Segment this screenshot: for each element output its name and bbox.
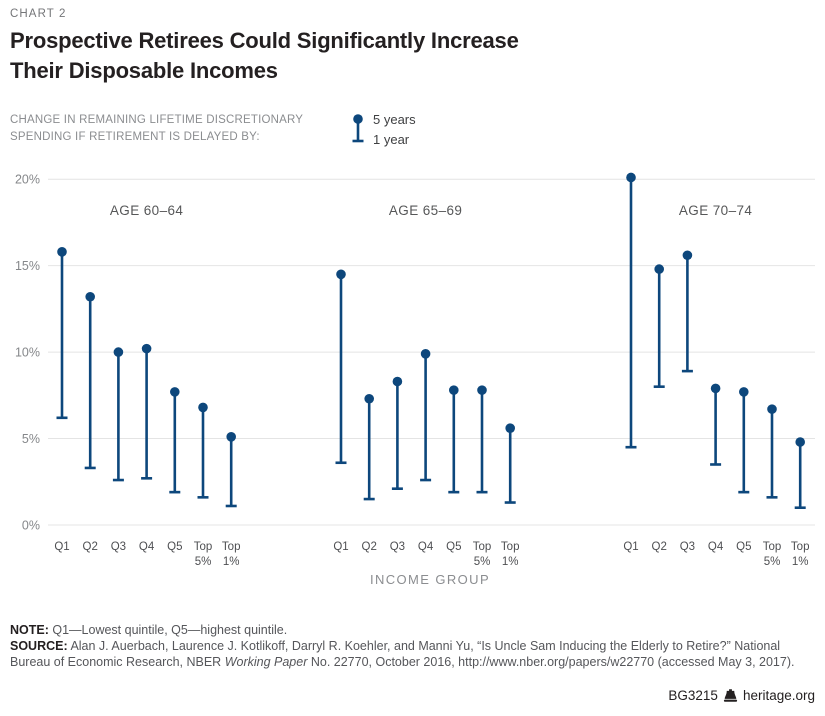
five-year-dot [85, 291, 95, 302]
x-tick-label: Q5 [167, 541, 182, 553]
source-text-1: Alan J. Auerbach, Laurence J. Kotlikoff,… [10, 639, 781, 669]
five-year-dot [626, 172, 636, 183]
y-tick-label: 0% [22, 519, 40, 533]
source-line: SOURCE: Alan J. Auerbach, Laurence J. Ko… [10, 638, 815, 670]
chart-legend: 5 years 1 year [350, 110, 416, 150]
title-line-1: Prospective Retirees Could Significantly… [10, 28, 519, 53]
panel-title: AGE 65–69 [389, 203, 462, 218]
y-tick-label: 20% [15, 173, 40, 187]
y-tick-label: 15% [15, 259, 40, 273]
x-tick-label: Q1 [333, 541, 348, 553]
chart-notes: NOTE: Q1—Lowest quintile, Q5—highest qui… [10, 622, 815, 670]
x-tick-label: 5% [764, 556, 781, 568]
x-tick-label: Q5 [446, 541, 461, 553]
chart-subtitle: CHANGE IN REMAINING LIFETIME DISCRETIONA… [10, 112, 303, 145]
x-tick-label: Top [222, 541, 241, 553]
panel-title: AGE 60–64 [110, 203, 183, 218]
x-tick-label: Q3 [390, 541, 405, 553]
heritage-bell-icon [723, 688, 738, 702]
five-year-dot [710, 383, 721, 394]
x-tick-label: Q3 [111, 541, 126, 553]
x-tick-label: Top [763, 541, 782, 553]
y-tick-label: 10% [15, 346, 40, 360]
five-year-dot [113, 347, 124, 357]
x-tick-label: Q2 [652, 541, 667, 553]
source-text-italic: Working Paper [224, 655, 308, 669]
five-year-dot [505, 423, 515, 433]
note-label: NOTE: [10, 623, 49, 637]
title-line-2: Their Disposable Incomes [10, 58, 278, 83]
x-tick-label: 5% [195, 556, 212, 568]
note-line: NOTE: Q1—Lowest quintile, Q5—highest qui… [10, 622, 815, 638]
x-tick-label: 5% [474, 556, 491, 568]
subtitle-line-1: CHANGE IN REMAINING LIFETIME DISCRETIONA… [10, 114, 304, 126]
x-axis-title: INCOME GROUP [370, 572, 490, 587]
panel-title: AGE 70–74 [679, 203, 752, 218]
legend-label-5-years: 5 years [373, 112, 416, 127]
legend-labels: 5 years 1 year [373, 110, 416, 150]
y-tick-label: 5% [22, 432, 40, 446]
five-year-dot [392, 376, 403, 387]
x-tick-label: 1% [792, 556, 809, 568]
range-marker-icon [352, 114, 364, 143]
x-tick-label: Q1 [54, 541, 69, 553]
source-text-2: No. 22770, October 2016, http://www.nber… [307, 655, 795, 669]
five-year-dot [795, 437, 805, 447]
five-year-dot [654, 264, 664, 274]
x-tick-label: 1% [223, 556, 240, 568]
legend-label-1-year: 1 year [373, 132, 410, 147]
five-year-dot [364, 393, 375, 404]
source-label: SOURCE: [10, 639, 68, 653]
x-tick-label: Q2 [83, 541, 98, 553]
x-tick-label: Q4 [418, 541, 434, 553]
five-year-dot [682, 250, 693, 261]
page-title: Prospective Retirees Could Significantly… [10, 26, 519, 86]
five-year-dot [336, 269, 346, 280]
chart-footer: BG3215 heritage.org [668, 688, 815, 703]
subtitle-line-2: SPENDING IF RETIREMENT IS DELAYED BY: [10, 130, 260, 143]
x-tick-label: Top [473, 541, 492, 553]
x-tick-label: Q2 [362, 541, 377, 553]
legend-5-year-dot-icon [353, 114, 363, 124]
five-year-dot [198, 402, 208, 413]
x-tick-label: 1% [502, 556, 519, 568]
five-year-dot [739, 387, 749, 397]
five-year-dot [170, 387, 180, 397]
x-tick-label: Q5 [736, 541, 751, 553]
site-link[interactable]: heritage.org [742, 688, 815, 703]
five-year-dot [226, 432, 236, 442]
x-tick-label: Q4 [708, 541, 724, 553]
five-year-dot [57, 247, 67, 257]
five-year-dot [420, 349, 431, 359]
note-text: Q1—Lowest quintile, Q5—highest quintile. [48, 623, 288, 637]
x-tick-label: Q1 [623, 541, 638, 553]
chart-kicker: CHART 2 [10, 8, 67, 20]
five-year-dot [767, 404, 777, 414]
five-year-dot [449, 385, 459, 395]
five-year-dot [141, 343, 152, 354]
x-tick-label: Top [501, 541, 520, 553]
x-tick-label: Q4 [139, 541, 155, 553]
x-tick-label: Top [194, 541, 213, 553]
x-tick-label: Q3 [680, 541, 695, 553]
x-tick-label: Top [791, 541, 810, 553]
five-year-dot [477, 385, 487, 395]
report-id: BG3215 [668, 688, 718, 703]
lollipop-chart: 20% 15% 10% 5% 0% AGE 60–64 Q1 Q2 Q3 Q4 Q5 Top 5% Top… [15, 172, 815, 587]
